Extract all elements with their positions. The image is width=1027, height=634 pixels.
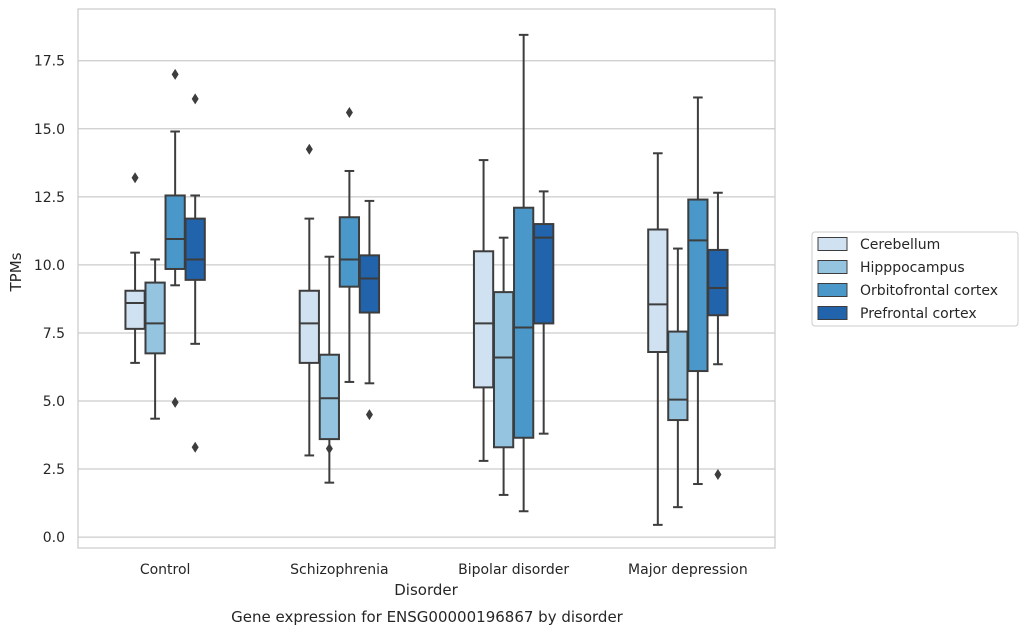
outlier-point [131, 172, 139, 184]
legend-swatch [817, 260, 848, 274]
x-tick-labels: Control Schizophrenia Bipolar disorder Majo… [140, 562, 748, 578]
box-group [184, 93, 206, 453]
box [164, 194, 186, 270]
box-group [472, 159, 495, 462]
box-group [647, 152, 669, 526]
y-tick-label: 12.5 [34, 190, 65, 206]
outlier-point [191, 441, 199, 453]
legend-swatch [817, 283, 848, 297]
outlier-point [171, 396, 179, 408]
y-tick-label: 7.5 [43, 326, 65, 342]
legend-label: Prefrontal cortex [860, 306, 977, 322]
legend-frame [811, 231, 1019, 327]
outlier-point [325, 443, 333, 455]
box-group [707, 191, 729, 480]
outlier-point [305, 143, 313, 155]
box-group [513, 33, 535, 513]
outlier-point [714, 469, 722, 480]
y-tick-label: 17.5 [34, 54, 65, 70]
legend: Cerebellum Hipppocampus Orbitofrontal cort… [811, 231, 1019, 327]
outlier-point [345, 106, 353, 118]
box [358, 254, 381, 314]
box-group [358, 199, 381, 421]
y-tick-label: 5.0 [43, 394, 65, 410]
box-group [124, 172, 146, 364]
box [318, 353, 340, 441]
box [298, 289, 320, 364]
box-group [687, 96, 709, 486]
x-tick-label: Control [140, 562, 191, 578]
legend-swatch [817, 237, 848, 251]
box [513, 206, 535, 439]
y-tick-label: 0.0 [43, 530, 65, 546]
y-tick-label: 15.0 [34, 122, 65, 138]
box [647, 228, 669, 353]
box-series [124, 33, 729, 526]
box [687, 198, 709, 373]
outlier-point [171, 68, 179, 80]
y-tick-label: 2.5 [43, 462, 65, 478]
x-axis-title: Disorder [394, 581, 458, 599]
x-tick-label: Schizophrenia [290, 562, 388, 578]
box-group [667, 247, 689, 509]
box-group [492, 236, 515, 496]
box [184, 217, 206, 281]
legend-label: Hipppocampus [860, 260, 965, 276]
legend-item: Hipppocampus [817, 260, 965, 276]
box [338, 216, 361, 288]
x-tick-label: Bipolar disorder [458, 562, 569, 578]
box-group [318, 255, 340, 484]
box [533, 223, 555, 325]
y-tick-label: 10.0 [34, 258, 65, 274]
box [124, 289, 146, 330]
legend-item: Orbitofrontal cortex [817, 283, 998, 299]
legend-item: Prefrontal cortex [817, 306, 977, 322]
chart-caption: Gene expression for ENSG00000196867 by d… [231, 608, 624, 626]
legend-label: Cerebellum [860, 237, 940, 253]
box [707, 248, 729, 317]
box [492, 291, 515, 449]
x-tick-label: Major depression [628, 562, 748, 578]
y-axis-title: TPMs [7, 252, 25, 292]
gridlines [78, 60, 775, 538]
box-group [533, 190, 555, 435]
box [667, 330, 689, 422]
box-group [144, 258, 166, 420]
box [144, 281, 166, 355]
legend-swatch [817, 306, 848, 320]
legend-label: Orbitofrontal cortex [860, 283, 998, 299]
box-group [338, 106, 361, 383]
y-tick-labels: 0.0 2.5 5.0 7.5 10.0 12.5 15.0 17.5 [34, 54, 65, 546]
box-group [164, 68, 186, 408]
box-group [298, 143, 320, 457]
box [472, 250, 495, 389]
plot-frame [77, 8, 776, 549]
legend-item: Cerebellum [817, 237, 940, 253]
outlier-point [191, 93, 199, 105]
outlier-point [365, 409, 373, 421]
